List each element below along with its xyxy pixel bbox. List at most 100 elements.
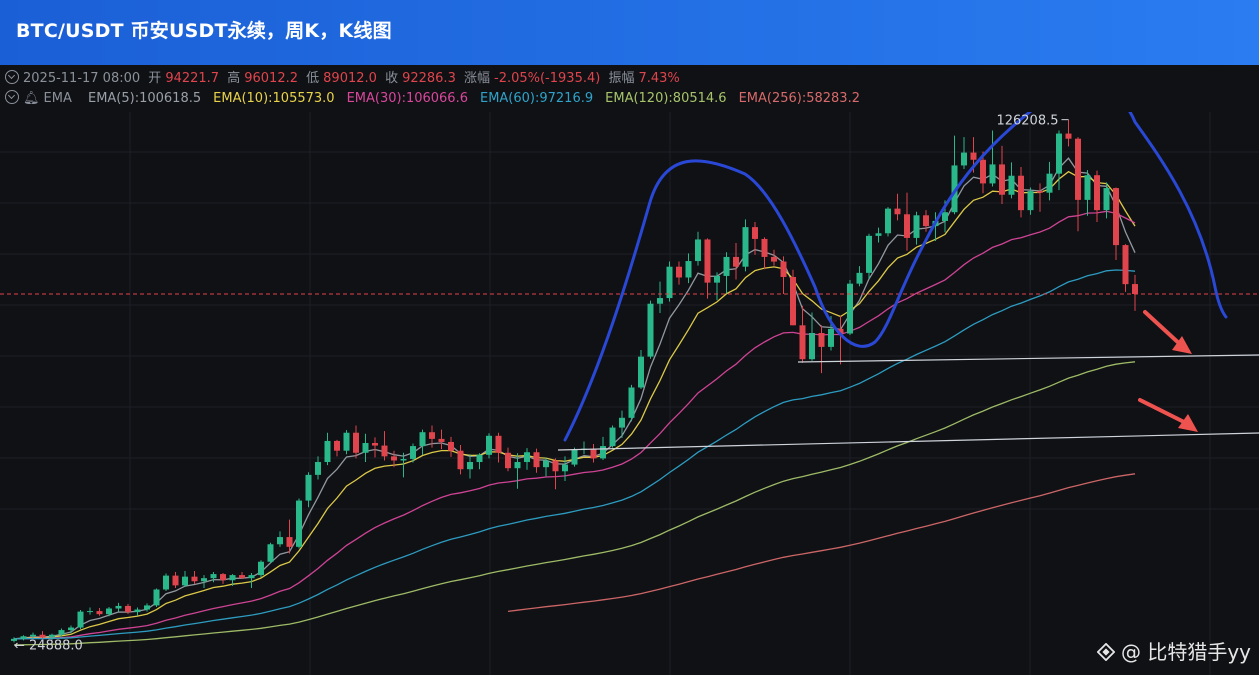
binance-square-icon bbox=[1096, 643, 1115, 661]
candle-body bbox=[590, 448, 597, 459]
candle-body bbox=[524, 452, 530, 463]
candle-body bbox=[790, 276, 796, 326]
candle-body bbox=[96, 611, 103, 615]
candle-body bbox=[239, 575, 245, 579]
candle-body bbox=[467, 462, 473, 470]
candle-body bbox=[68, 627, 74, 631]
candle-body bbox=[628, 387, 635, 418]
amplitude-value: 7.43% bbox=[638, 71, 680, 86]
candle-body bbox=[752, 227, 758, 239]
candle-body bbox=[39, 634, 46, 638]
candle-body bbox=[685, 261, 692, 278]
red-arrow-head bbox=[1178, 414, 1198, 432]
candle-body bbox=[533, 452, 540, 468]
candle-body bbox=[847, 283, 853, 334]
candlestick-chart[interactable]: 126208.5 ← 24888.0 bbox=[0, 112, 1259, 675]
ema-10-line bbox=[13, 170, 1136, 640]
ema-collapse-toggle-icon[interactable] bbox=[5, 90, 19, 104]
close-label: 收 bbox=[385, 71, 399, 86]
candle-body bbox=[210, 574, 217, 579]
candle-body bbox=[419, 432, 426, 447]
close-value: 92286.3 bbox=[402, 71, 456, 86]
candle-body bbox=[229, 575, 236, 581]
candle-body bbox=[1094, 175, 1100, 211]
candle-body bbox=[30, 634, 36, 637]
candle-body bbox=[676, 266, 682, 278]
ohlc-info-bar: 2025-11-17 08:00 开 94221.7 高 96012.2 低 8901… bbox=[0, 67, 1259, 89]
candle-body bbox=[989, 164, 996, 184]
candle-body bbox=[647, 303, 654, 357]
candle-body bbox=[144, 605, 150, 610]
candle-body bbox=[723, 256, 730, 276]
candle-body bbox=[220, 574, 226, 581]
alert-bell-icon[interactable]: 🔔︎ bbox=[23, 91, 40, 106]
candle-body bbox=[552, 460, 559, 472]
candle-body bbox=[410, 446, 416, 459]
low-label: 低 bbox=[306, 71, 320, 86]
collapse-toggle-icon[interactable] bbox=[5, 70, 19, 84]
candle-body bbox=[495, 435, 502, 453]
candle-body bbox=[980, 159, 986, 184]
open-value: 94221.7 bbox=[165, 71, 220, 86]
ohlc-date: 2025-11-17 08:00 bbox=[23, 71, 141, 86]
ema-5-line bbox=[13, 157, 1136, 640]
candle-body bbox=[134, 609, 141, 613]
candle-body bbox=[362, 442, 369, 453]
candle-body bbox=[153, 589, 160, 606]
candle-body bbox=[115, 605, 122, 609]
candle-body bbox=[58, 630, 65, 635]
candle-body bbox=[277, 537, 283, 545]
watermark: @ 比特猎手yy bbox=[1096, 636, 1251, 665]
candle-body bbox=[438, 438, 445, 442]
min-price-label: ← 24888.0 bbox=[14, 638, 83, 653]
candle-body bbox=[343, 432, 350, 451]
ema-legend-item: EMA(5):100618.5 bbox=[87, 91, 202, 106]
candle-body bbox=[1084, 175, 1091, 200]
candle-body bbox=[476, 454, 483, 463]
candle-body bbox=[1065, 133, 1072, 139]
open-label: 开 bbox=[148, 71, 162, 86]
ema-legend-item: EMA(256):58283.2 bbox=[738, 91, 860, 106]
ema-values: EMA(5):100618.5 EMA(10):105573.0 EMA(30):1… bbox=[80, 91, 864, 106]
candle-body bbox=[286, 537, 293, 547]
candle-body bbox=[1037, 191, 1043, 193]
candle-body bbox=[885, 208, 891, 234]
change-label: 涨幅 bbox=[463, 71, 490, 86]
candle-body bbox=[182, 576, 188, 586]
candle-body bbox=[1113, 188, 1119, 246]
page-title: BTC/USDT 币安USDT永续，周K，K线图 bbox=[16, 20, 392, 42]
candle-body bbox=[258, 561, 264, 576]
candle-body bbox=[172, 575, 179, 586]
candle-body bbox=[106, 608, 112, 615]
ema-60-line bbox=[13, 269, 1136, 640]
candle-body bbox=[334, 440, 340, 451]
candle-body bbox=[828, 328, 834, 347]
max-price-label: 126208.5 bbox=[996, 114, 1058, 129]
candle-body bbox=[657, 298, 663, 304]
candle-body bbox=[543, 460, 549, 468]
ema-120-line bbox=[13, 361, 1136, 646]
candle-body bbox=[695, 239, 701, 262]
candle-body bbox=[267, 544, 274, 562]
candle-body bbox=[1075, 138, 1081, 200]
candle-body bbox=[818, 333, 825, 347]
candle-body bbox=[714, 275, 720, 283]
candle-body bbox=[391, 456, 397, 461]
high-value: 96012.2 bbox=[244, 71, 298, 86]
app-header: BTC/USDT 币安USDT永续，周K，K线图 bbox=[0, 0, 1259, 65]
ema-legend-item: EMA(10):105573.0 bbox=[213, 91, 335, 106]
ema-info-bar: 🔔︎ EMA EMA(5):100618.5 EMA(10):105573.0 EMA… bbox=[0, 90, 1259, 112]
amplitude-label: 振幅 bbox=[608, 71, 635, 86]
candle-body bbox=[1027, 191, 1034, 211]
candle-body bbox=[324, 440, 331, 463]
candle-body bbox=[951, 165, 958, 213]
candle-body bbox=[799, 325, 806, 360]
candle-body bbox=[875, 233, 882, 236]
low-value: 89012.0 bbox=[323, 71, 377, 86]
candle-body bbox=[961, 152, 967, 166]
candle-body bbox=[372, 442, 378, 446]
candle-body bbox=[1132, 284, 1138, 295]
ema-label: EMA bbox=[43, 91, 72, 106]
candle-body bbox=[771, 256, 777, 262]
candle-body bbox=[448, 441, 454, 451]
